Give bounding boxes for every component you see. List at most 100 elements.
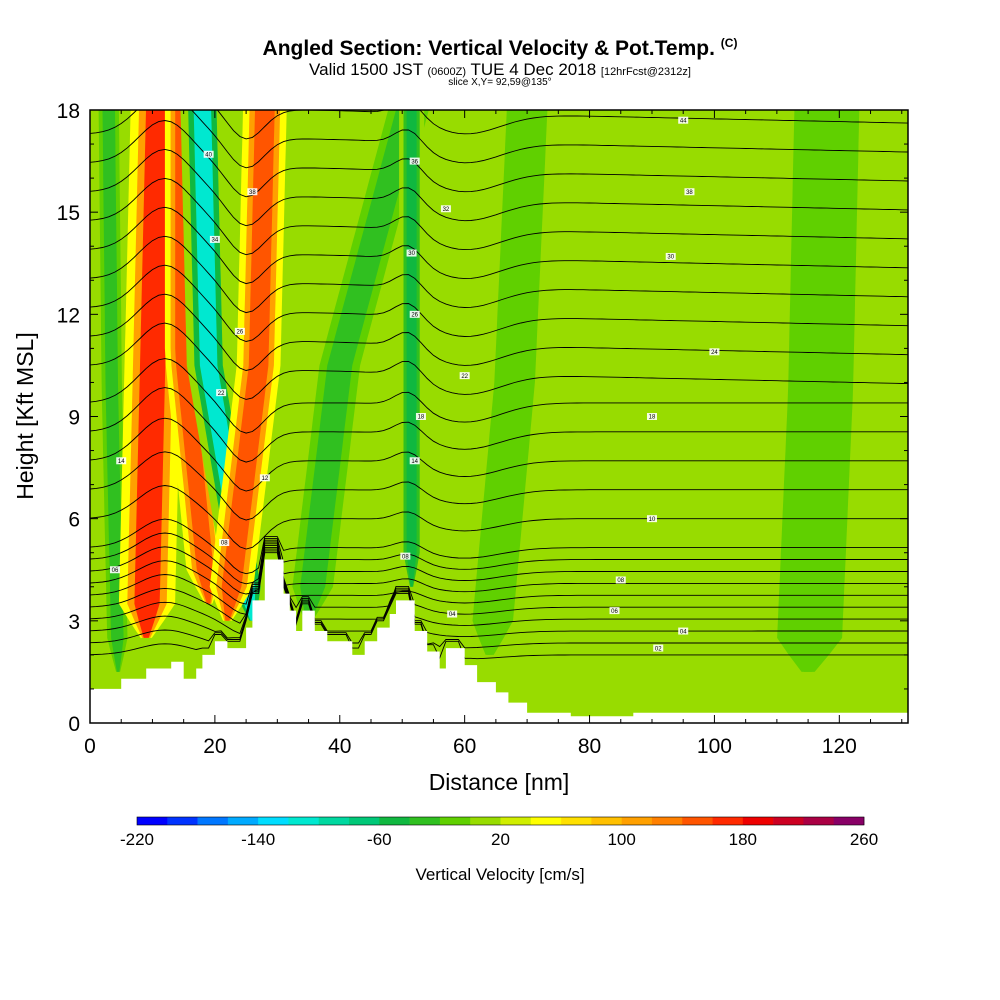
colorbar-swatch-5 [288,817,320,825]
colorbar-frame [136,816,865,826]
contour-label-13: 26 [237,330,244,336]
colorbar-swatch-14 [561,817,592,825]
contour-label-bg-15 [116,457,127,465]
colorbar-swatch-21 [773,817,804,825]
x-tick-label-6: 120 [822,735,857,758]
colorbar-tick-label-5: 180 [729,830,757,849]
velocity-band-1-2 [134,110,172,638]
y-tick-label-0: 0 [68,713,80,736]
theta-contour-23 [90,110,908,169]
terrain-mask [90,559,908,723]
vertical-velocity-field [90,110,908,723]
contour-label-0: 44 [680,118,687,124]
contour-label-bg-17 [219,539,230,547]
contour-label-22: 26 [411,313,418,319]
velocity-band-0-2 [102,110,124,672]
contour-label-bg-26 [400,552,411,560]
colorbar-swatch-3 [227,817,259,825]
contour-label-bg-6 [615,576,626,584]
contour-label-24: 18 [418,415,425,421]
contour-label-bg-3 [709,348,720,356]
contour-label-bg-25 [409,457,420,465]
theta-contour-24 [216,110,908,140]
theta-contour-11 [90,451,908,521]
theta-contour-6 [90,541,908,605]
x-tick-label-5: 100 [697,735,732,758]
contour-label-bg-24 [415,413,426,420]
theta-contour-12 [90,417,908,492]
theta-contour-7 [90,539,908,595]
contour-label-1: 38 [686,190,693,196]
x-tick-label-3: 60 [453,735,476,758]
colorbar-tick-label-1: -140 [241,830,275,849]
theta-contour-14 [90,358,908,434]
contour-label-25: 14 [411,459,418,465]
colorbar-swatch-10 [439,817,471,825]
contour-label-bg-9 [653,644,664,652]
contour-label-11: 38 [249,190,256,196]
colorbar-swatch-6 [318,817,350,825]
y-tick-label-4: 12 [57,304,80,327]
theta-contour-10 [90,485,908,550]
theta-contour-17 [90,264,908,342]
colorbar: -220 -140 -60 20 100 180 260 [120,816,878,849]
contour-label-20: 32 [443,207,450,213]
contour-label-bg-11 [247,188,258,196]
contour-label-bg-7 [609,607,620,615]
colorbar-swatch-8 [379,817,410,825]
theta-contour-1 [90,550,908,649]
contour-label-bg-10 [203,150,214,158]
contour-label-bg-8 [678,627,689,635]
colorbar-swatch-15 [591,817,622,825]
theta-contour-15 [90,322,908,400]
contour-label-9: 02 [655,646,662,652]
contour-label-bg-16 [259,474,270,482]
y-tick-label-5: 15 [57,202,80,225]
contour-label-15: 14 [118,459,125,465]
colorbar-swatch-16 [621,817,653,825]
y-tick-label-3: 9 [68,407,80,430]
contour-label-bg-27 [447,610,458,618]
contour-label-12: 34 [212,238,219,244]
velocity-band-5-2 [300,110,421,621]
theta-contour-16 [90,293,908,371]
colorbar-swatch-0 [137,817,168,825]
colorbar-tick-label-6: 260 [850,830,878,849]
colorbar-swatch-17 [651,817,683,825]
colorbar-label: Vertical Velocity [cm/s] [415,865,584,884]
theta-contour-18 [90,235,908,314]
contour-label-19: 36 [411,159,418,165]
y-tick-label-2: 6 [68,509,80,532]
axes: 0 2 0 4 0 6 0 8 0 100 120 0 36 9 12 15 18 [57,100,908,758]
contour-label-bg-5 [646,515,657,523]
potential-temperature-contours [90,110,908,660]
colorbar-swatch-20 [742,817,774,825]
contour-label-4: 18 [649,415,656,421]
contour-label-2: 30 [667,255,674,261]
colorbar-swatch-1 [167,817,198,825]
contour-label-21: 30 [408,251,415,257]
contour-label-16: 12 [261,476,268,482]
contour-label-7: 06 [611,609,618,615]
contour-label-bg-20 [440,205,451,213]
theta-contour-5 [90,543,908,615]
contour-label-bg-23 [459,372,470,380]
chart-title: Angled Section: Vertical Velocity & Pot.… [262,36,738,60]
colorbar-swatch-11 [470,817,501,825]
velocity-band-7-2 [480,110,540,655]
colorbar-swatch-7 [349,817,380,825]
contour-label-18: 06 [112,568,119,574]
contour-label-8: 04 [680,629,687,635]
contour-label-6: 08 [617,578,624,584]
theta-contour-20 [90,177,908,256]
colorbar-swatch-13 [530,817,562,825]
x-axis-label: Distance [nm] [429,769,570,795]
velocity-band-3-2 [193,110,256,621]
colorbar-tick-label-4: 100 [607,830,635,849]
contour-label-bg-14 [216,389,227,397]
x-tick-label-0: 0 [84,735,96,758]
contour-label-bg-19 [409,157,420,165]
contour-label-5: 10 [649,517,656,523]
contour-label-3: 24 [711,350,718,356]
